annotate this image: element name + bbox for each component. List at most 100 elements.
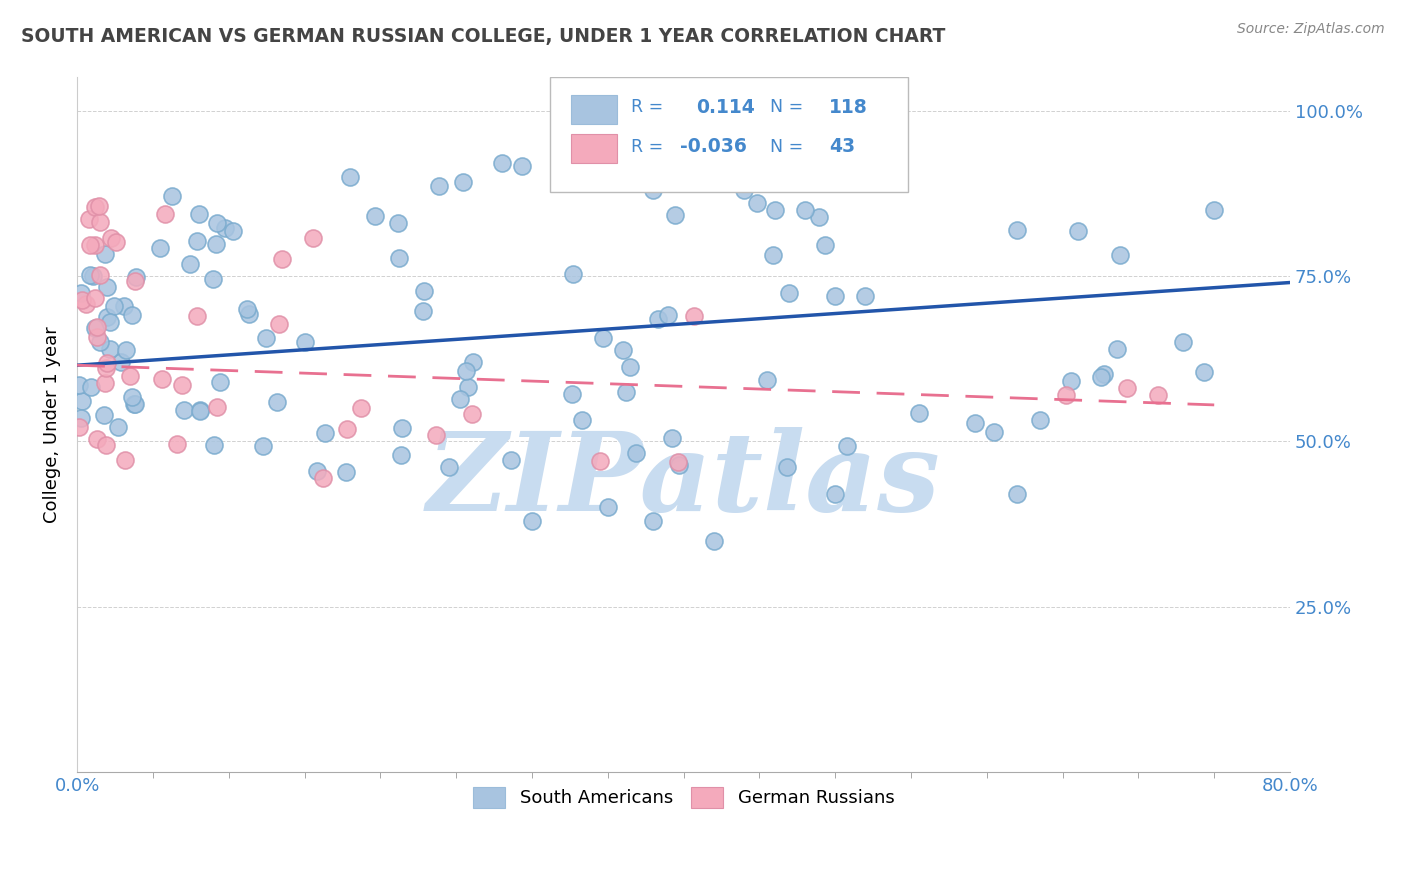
Point	[364, 209, 387, 223]
Point	[186, 234, 208, 248]
Point	[763, 202, 786, 217]
Point	[589, 454, 612, 468]
Point	[776, 460, 799, 475]
Point	[461, 355, 484, 369]
Point	[294, 334, 316, 349]
Point	[1005, 487, 1028, 501]
Point	[155, 207, 177, 221]
Point	[425, 428, 447, 442]
Point	[122, 397, 145, 411]
Point	[312, 471, 335, 485]
Point	[491, 156, 513, 170]
Point	[254, 331, 277, 345]
Point	[412, 284, 434, 298]
Text: N =: N =	[769, 138, 803, 156]
Point	[661, 432, 683, 446]
Point	[70, 286, 93, 301]
Point	[1192, 365, 1215, 379]
Point	[266, 395, 288, 409]
Point	[454, 364, 477, 378]
Y-axis label: College, Under 1 year: College, Under 1 year	[44, 326, 60, 523]
Point	[104, 235, 127, 250]
Text: SOUTH AMERICAN VS GERMAN RUSSIAN COLLEGE, UNDER 1 YEAR CORRELATION CHART: SOUTH AMERICAN VS GERMAN RUSSIAN COLLEGE…	[21, 27, 945, 45]
Point	[188, 402, 211, 417]
Point	[269, 317, 291, 331]
Point	[86, 320, 108, 334]
Text: 118: 118	[830, 98, 868, 117]
Point	[664, 208, 686, 222]
Point	[82, 268, 104, 283]
Point	[89, 268, 111, 282]
Point	[79, 268, 101, 282]
Point	[160, 189, 183, 203]
Point	[150, 372, 173, 386]
Point	[89, 335, 111, 350]
Point	[778, 285, 800, 300]
Point	[389, 448, 412, 462]
Point	[643, 183, 665, 197]
Point	[79, 238, 101, 252]
Point	[733, 183, 755, 197]
Point	[124, 273, 146, 287]
Point	[837, 439, 859, 453]
Point	[96, 310, 118, 324]
Point	[571, 413, 593, 427]
Point	[1060, 374, 1083, 388]
Point	[84, 238, 107, 252]
Point	[70, 410, 93, 425]
Text: R =: R =	[631, 138, 664, 156]
Point	[100, 231, 122, 245]
Point	[114, 453, 136, 467]
Point	[186, 309, 208, 323]
Point	[315, 425, 337, 440]
Point	[84, 292, 107, 306]
Point	[94, 438, 117, 452]
Point	[1105, 342, 1128, 356]
Point	[96, 356, 118, 370]
Point	[94, 376, 117, 390]
Point	[214, 220, 236, 235]
Point	[187, 207, 209, 221]
Point	[1090, 369, 1112, 384]
Legend: South Americans, German Russians: South Americans, German Russians	[465, 780, 901, 815]
Point	[908, 406, 931, 420]
Point	[166, 436, 188, 450]
Point	[98, 342, 121, 356]
Point	[202, 438, 225, 452]
Point	[98, 315, 121, 329]
Point	[824, 487, 846, 501]
Point	[86, 330, 108, 344]
Point	[657, 308, 679, 322]
Point	[461, 407, 484, 421]
Point	[1115, 381, 1137, 395]
Point	[110, 355, 132, 369]
Point	[305, 464, 328, 478]
Point	[84, 200, 107, 214]
Point	[643, 514, 665, 528]
Point	[551, 150, 574, 164]
Point	[745, 196, 768, 211]
Point	[1171, 334, 1194, 349]
Point	[179, 257, 201, 271]
Point	[124, 396, 146, 410]
Point	[668, 458, 690, 473]
Point	[149, 241, 172, 255]
Point	[67, 378, 90, 392]
Point	[520, 514, 543, 528]
Point	[70, 293, 93, 307]
Point	[75, 297, 97, 311]
Point	[1147, 388, 1170, 402]
Point	[793, 202, 815, 217]
Point	[388, 251, 411, 265]
Point	[612, 343, 634, 357]
Point	[173, 403, 195, 417]
Point	[561, 386, 583, 401]
Point	[387, 216, 409, 230]
Point	[107, 419, 129, 434]
Point	[391, 421, 413, 435]
Point	[83, 320, 105, 334]
Point	[510, 159, 533, 173]
Point	[208, 375, 231, 389]
Point	[350, 401, 373, 415]
Point	[983, 425, 1005, 439]
